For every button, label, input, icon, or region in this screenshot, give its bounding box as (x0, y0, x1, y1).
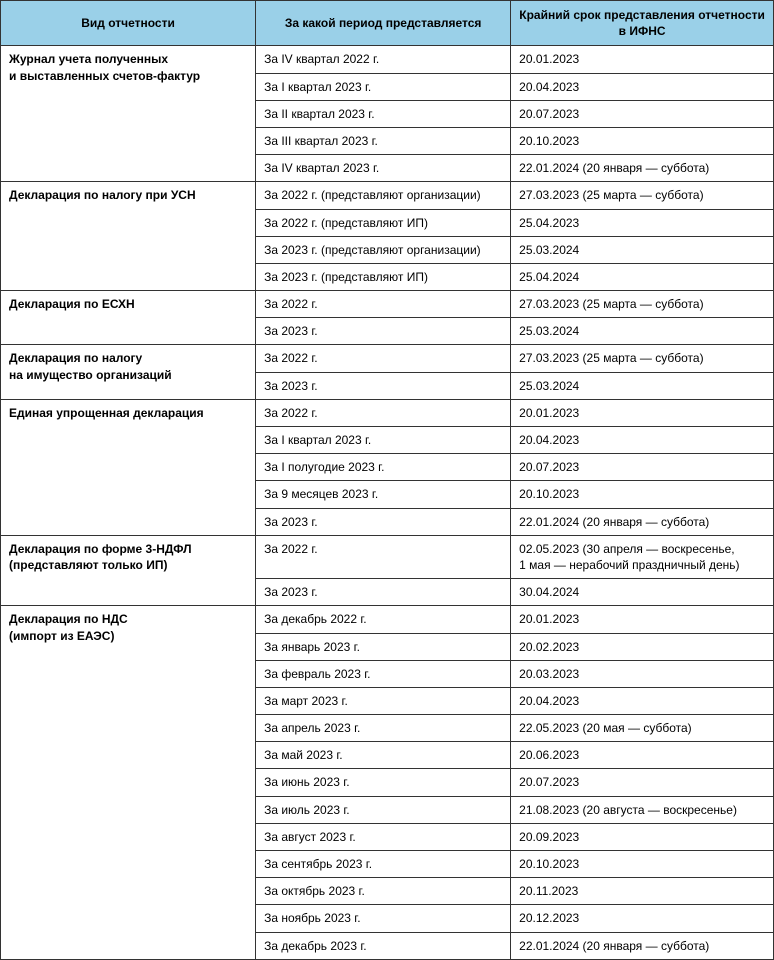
deadline-cell: 20.07.2023 (511, 769, 774, 796)
table-row: Единая упрощенная декларацияЗа 2022 г.20… (1, 399, 774, 426)
period-cell: За IV квартал 2023 г. (256, 155, 511, 182)
period-cell: За III квартал 2023 г. (256, 127, 511, 154)
deadline-cell: 02.05.2023 (30 апреля — воскресенье,1 ма… (511, 535, 774, 578)
deadline-cell: 27.03.2023 (25 марта — суббота) (511, 291, 774, 318)
report-type-cell: Декларация по ЕСХН (1, 291, 256, 345)
report-type-cell: Декларация по форме 3-НДФЛ(представляют … (1, 535, 256, 606)
report-deadlines-table: Вид отчетности За какой период представл… (0, 0, 774, 960)
deadline-cell: 30.04.2024 (511, 579, 774, 606)
table-row: Декларация по НДС(импорт из ЕАЭС)За дека… (1, 606, 774, 633)
period-cell: За 2022 г. (256, 535, 511, 578)
deadline-cell: 20.02.2023 (511, 633, 774, 660)
deadline-cell: 27.03.2023 (25 марта — суббота) (511, 345, 774, 372)
period-cell: За сентябрь 2023 г. (256, 851, 511, 878)
deadline-cell: 20.06.2023 (511, 742, 774, 769)
deadline-cell: 20.09.2023 (511, 823, 774, 850)
period-cell: За март 2023 г. (256, 687, 511, 714)
period-cell: За 2023 г. (представляют организации) (256, 236, 511, 263)
period-cell: За IV квартал 2022 г. (256, 46, 511, 73)
deadline-cell: 25.03.2024 (511, 318, 774, 345)
deadline-cell: 20.10.2023 (511, 481, 774, 508)
period-cell: За июль 2023 г. (256, 796, 511, 823)
col-header-deadline: Крайний срок представления отчетности в … (511, 1, 774, 46)
table-row: Декларация по налогу при УСНЗа 2022 г. (… (1, 182, 774, 209)
deadline-cell: 22.01.2024 (20 января — суббота) (511, 932, 774, 959)
period-cell: За ноябрь 2023 г. (256, 905, 511, 932)
deadline-cell: 20.01.2023 (511, 606, 774, 633)
deadline-cell: 20.10.2023 (511, 127, 774, 154)
deadline-cell: 25.04.2024 (511, 263, 774, 290)
deadline-cell: 22.05.2023 (20 мая — суббота) (511, 715, 774, 742)
deadline-cell: 20.04.2023 (511, 687, 774, 714)
period-cell: За май 2023 г. (256, 742, 511, 769)
deadline-cell: 20.10.2023 (511, 851, 774, 878)
table-row: Декларация по налогуна имущество организ… (1, 345, 774, 372)
deadline-cell: 20.07.2023 (511, 454, 774, 481)
deadline-cell: 22.01.2024 (20 января — суббота) (511, 508, 774, 535)
col-header-period: За какой период представляется (256, 1, 511, 46)
period-cell: За 2023 г. (256, 579, 511, 606)
deadline-cell: 25.03.2024 (511, 236, 774, 263)
period-cell: За 2022 г. (представляют организации) (256, 182, 511, 209)
deadline-cell: 21.08.2023 (20 августа — воскресенье) (511, 796, 774, 823)
report-type-cell: Единая упрощенная декларация (1, 399, 256, 535)
deadline-cell: 20.04.2023 (511, 427, 774, 454)
deadline-cell: 20.07.2023 (511, 100, 774, 127)
period-cell: За июнь 2023 г. (256, 769, 511, 796)
period-cell: За 2022 г. (представляют ИП) (256, 209, 511, 236)
period-cell: За декабрь 2023 г. (256, 932, 511, 959)
deadline-cell: 25.03.2024 (511, 372, 774, 399)
report-type-cell: Декларация по налогуна имущество организ… (1, 345, 256, 399)
report-type-cell: Декларация по налогу при УСН (1, 182, 256, 291)
deadline-cell: 20.01.2023 (511, 399, 774, 426)
deadline-cell: 20.04.2023 (511, 73, 774, 100)
period-cell: За октябрь 2023 г. (256, 878, 511, 905)
table-row: Декларация по форме 3-НДФЛ(представляют … (1, 535, 774, 578)
period-cell: За 2023 г. (представляют ИП) (256, 263, 511, 290)
deadline-cell: 27.03.2023 (25 марта — суббота) (511, 182, 774, 209)
table-row: Журнал учета полученныхи выставленных сч… (1, 46, 774, 73)
period-cell: За август 2023 г. (256, 823, 511, 850)
table-row: Декларация по ЕСХНЗа 2022 г.27.03.2023 (… (1, 291, 774, 318)
report-type-cell: Декларация по НДС(импорт из ЕАЭС) (1, 606, 256, 959)
period-cell: За I полугодие 2023 г. (256, 454, 511, 481)
period-cell: За 9 месяцев 2023 г. (256, 481, 511, 508)
deadline-cell: 20.03.2023 (511, 660, 774, 687)
period-cell: За 2023 г. (256, 508, 511, 535)
period-cell: За февраль 2023 г. (256, 660, 511, 687)
period-cell: За 2022 г. (256, 345, 511, 372)
table-header: Вид отчетности За какой период представл… (1, 1, 774, 46)
report-type-cell: Журнал учета полученныхи выставленных сч… (1, 46, 256, 182)
period-cell: За декабрь 2022 г. (256, 606, 511, 633)
period-cell: За II квартал 2023 г. (256, 100, 511, 127)
deadline-cell: 22.01.2024 (20 января — суббота) (511, 155, 774, 182)
deadline-cell: 25.04.2023 (511, 209, 774, 236)
period-cell: За I квартал 2023 г. (256, 427, 511, 454)
deadline-cell: 20.11.2023 (511, 878, 774, 905)
table-body: Журнал учета полученныхи выставленных сч… (1, 46, 774, 959)
period-cell: За 2023 г. (256, 372, 511, 399)
period-cell: За 2023 г. (256, 318, 511, 345)
period-cell: За январь 2023 г. (256, 633, 511, 660)
period-cell: За I квартал 2023 г. (256, 73, 511, 100)
period-cell: За апрель 2023 г. (256, 715, 511, 742)
deadline-cell: 20.01.2023 (511, 46, 774, 73)
deadline-cell: 20.12.2023 (511, 905, 774, 932)
period-cell: За 2022 г. (256, 399, 511, 426)
period-cell: За 2022 г. (256, 291, 511, 318)
col-header-type: Вид отчетности (1, 1, 256, 46)
